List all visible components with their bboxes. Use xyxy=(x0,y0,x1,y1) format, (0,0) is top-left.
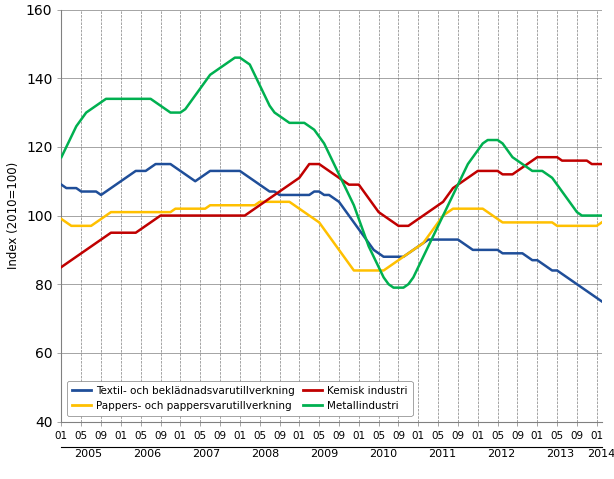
Pappers- och pappersvarutillverkning xyxy=(58,216,65,222)
Line: Textil- och beklädnadsvarutillverkning: Textil- och beklädnadsvarutillverkning xyxy=(61,164,602,301)
Kemisk industri xyxy=(58,264,65,270)
Pappers- och pappersvarutillverkning xyxy=(216,202,223,208)
Textil- och beklädnadsvarutillverkning xyxy=(445,237,452,242)
Pappers- och pappersvarutillverkning xyxy=(350,268,357,274)
Metallindustri xyxy=(216,65,223,71)
Metallindustri xyxy=(325,151,333,157)
Pappers- och pappersvarutillverkning xyxy=(573,223,581,229)
Textil- och beklädnadsvarutillverkning xyxy=(325,192,333,198)
Pappers- och pappersvarutillverkning xyxy=(593,223,600,229)
Kemisk industri xyxy=(306,161,313,167)
Kemisk industri xyxy=(216,213,223,218)
Metallindustri xyxy=(573,209,581,215)
Metallindustri xyxy=(449,192,457,198)
Pappers- och pappersvarutillverkning xyxy=(598,219,605,225)
Pappers- och pappersvarutillverkning xyxy=(325,233,333,239)
Metallindustri xyxy=(311,127,318,133)
Kemisk industri xyxy=(588,161,596,167)
Kemisk industri xyxy=(440,199,447,205)
Pappers- och pappersvarutillverkning xyxy=(311,216,318,222)
Pappers- och pappersvarutillverkning xyxy=(256,199,263,205)
Line: Metallindustri: Metallindustri xyxy=(61,57,602,287)
Textil- och beklädnadsvarutillverkning xyxy=(311,189,318,194)
Metallindustri xyxy=(598,213,605,218)
Textil- och beklädnadsvarutillverkning xyxy=(58,182,65,188)
Textil- och beklädnadsvarutillverkning xyxy=(588,292,596,297)
Textil- och beklädnadsvarutillverkning xyxy=(598,298,605,304)
Textil- och beklädnadsvarutillverkning xyxy=(569,278,576,284)
Pappers- och pappersvarutillverkning xyxy=(449,206,457,212)
Metallindustri xyxy=(390,285,397,290)
Textil- och beklädnadsvarutillverkning xyxy=(221,168,228,174)
Legend: Textil- och beklädnadsvarutillverkning, Pappers- och pappersvarutillverkning, Ke: Textil- och beklädnadsvarutillverkning, … xyxy=(66,381,413,416)
Line: Kemisk industri: Kemisk industri xyxy=(61,157,602,267)
Metallindustri xyxy=(231,55,239,60)
Kemisk industri xyxy=(321,165,328,171)
Textil- och beklädnadsvarutillverkning xyxy=(152,161,159,167)
Kemisk industri xyxy=(569,158,576,163)
Kemisk industri xyxy=(534,154,541,160)
Metallindustri xyxy=(593,213,600,218)
Y-axis label: Index (2010=100): Index (2010=100) xyxy=(7,162,20,269)
Metallindustri xyxy=(58,154,65,160)
Kemisk industri xyxy=(598,161,605,167)
Line: Pappers- och pappersvarutillverkning: Pappers- och pappersvarutillverkning xyxy=(61,202,602,271)
